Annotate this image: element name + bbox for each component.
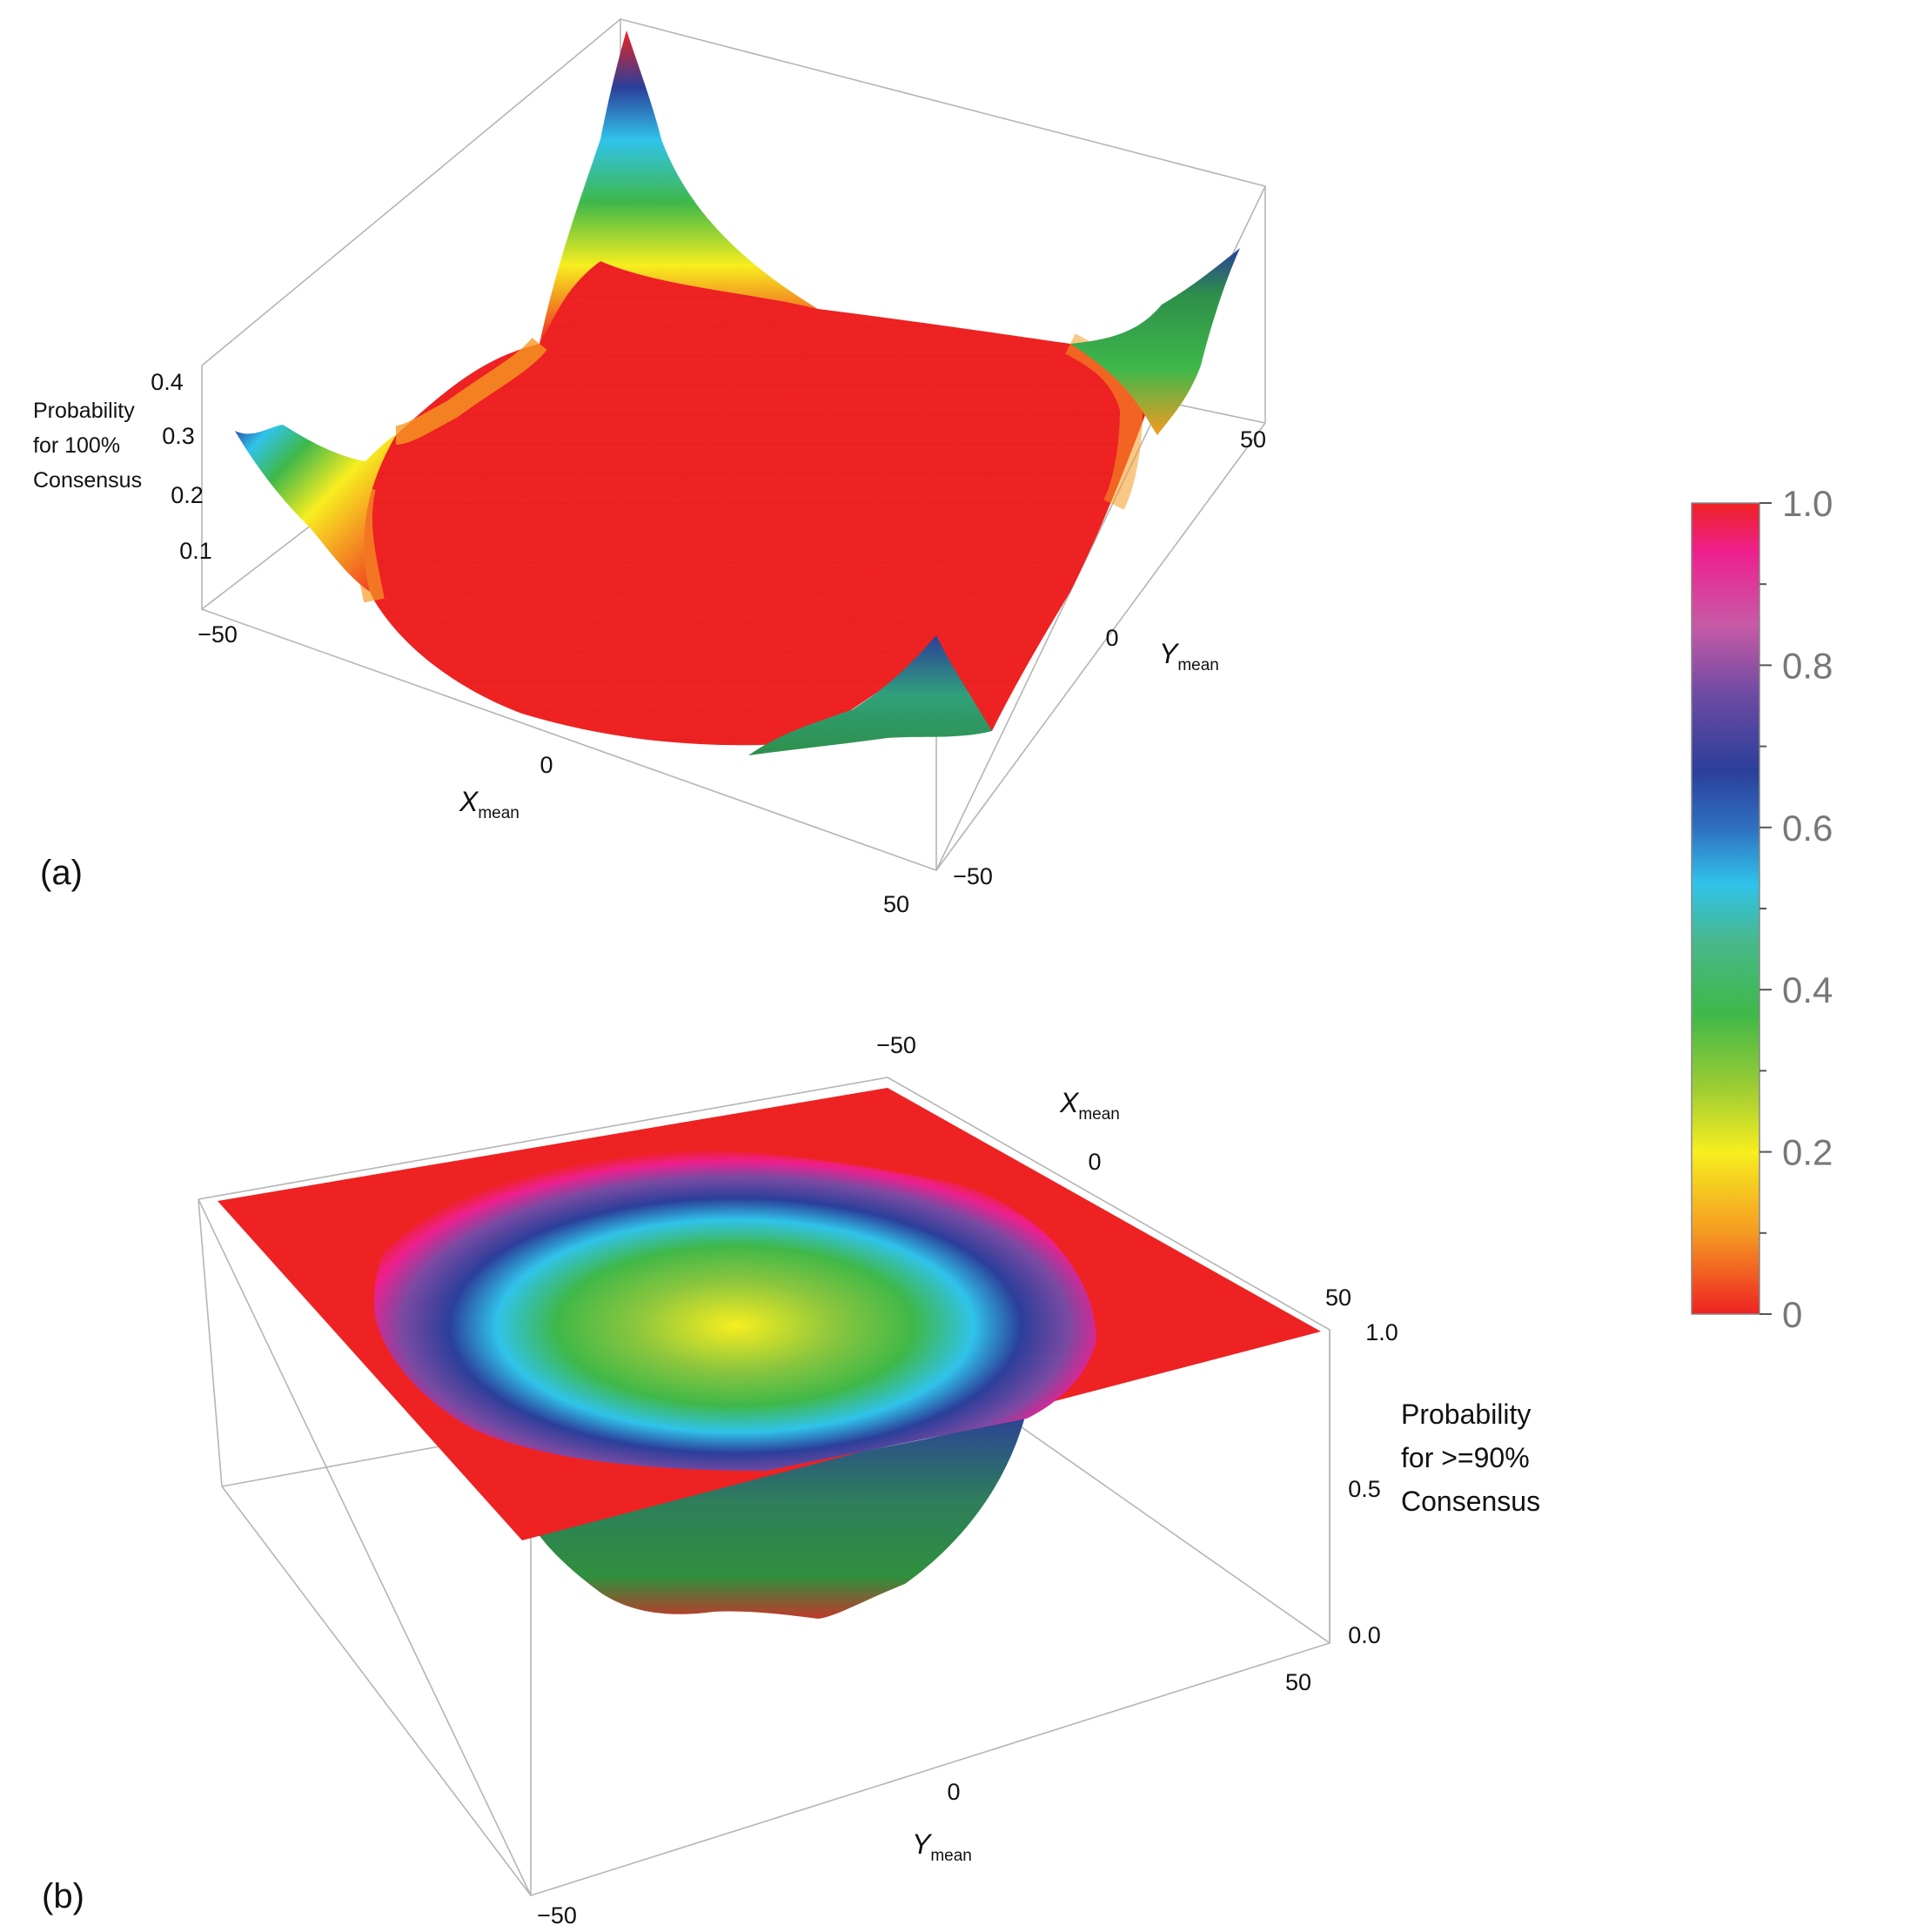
panel-b-z-tick: 0.0: [1348, 1622, 1381, 1648]
panel-b-z-label-line: Probability: [1401, 1399, 1531, 1430]
panel-a-z-label-line: for 100%: [33, 433, 120, 458]
panel-b-z-tick: 0.5: [1348, 1476, 1381, 1502]
panel-a-y-tick: 0: [1105, 625, 1118, 651]
colorbar-gradient: [1691, 502, 1760, 1315]
panel-a-peak-left: [235, 425, 396, 592]
panel-a-x-ticks: −50 0 50: [198, 621, 909, 917]
panel-b-y-ticks: 50 0 −50: [537, 1669, 1311, 1929]
panel-a-peak-back: [540, 30, 818, 344]
colorbar-tick-label: 0.8: [1782, 645, 1833, 686]
panel-b-y-tick: −50: [537, 1902, 577, 1929]
panel-a-y-tick: 50: [1240, 426, 1266, 453]
panel-b-y-tick: 50: [1285, 1669, 1311, 1695]
panel-a-peak-front: [748, 635, 992, 755]
colorbar-ticks: 1.0 0.8 0.6 0.4 0.2 0: [1759, 483, 1833, 1335]
panel-a-y-label: Ymean: [1159, 638, 1219, 674]
colorbar-tick-label: 0.6: [1782, 808, 1833, 849]
panel-b-x-tick: 0: [1088, 1149, 1101, 1175]
panel-b-bowl-interior: [374, 1149, 1096, 1471]
panel-b-y-tick: 0: [947, 1779, 960, 1805]
panel-a-x-tick: 50: [883, 891, 909, 917]
panel-a-peak-right: [1070, 248, 1240, 435]
panel-b-x-label: Xmean: [1059, 1087, 1120, 1124]
panel-a-x-label: Xmean: [459, 786, 519, 822]
panel-a-z-label-line: Consensus: [33, 468, 142, 493]
panel-b-bowl-outside: [531, 1410, 1027, 1619]
colorbar-tick-label: 0.4: [1782, 969, 1833, 1010]
colorbar-tick-label: 1.0: [1782, 483, 1833, 524]
panel-a-z-label: Probability for 100% Consensus: [33, 399, 142, 493]
panel-a-z-ticks: 0.4 0.3 0.2 0.1: [151, 369, 212, 564]
colorbar-tick-label: 0.2: [1782, 1132, 1833, 1173]
panel-a-x-tick: −50: [198, 621, 238, 647]
panel-a-z-tick: 0.3: [162, 423, 195, 449]
colorbar-tick-label: 0: [1782, 1294, 1802, 1335]
panel-a-z-label-line: Probability: [33, 399, 135, 423]
panel-b-x-ticks: −50 0 50: [876, 1032, 1351, 1311]
panel-b-z-label: Probability for >=90% Consensus: [1401, 1399, 1540, 1517]
colorbar: 1.0 0.8 0.6 0.4 0.2 0: [1691, 483, 1833, 1335]
panel-b-x-tick: 50: [1325, 1285, 1351, 1311]
panel-b-label: (b): [42, 1877, 84, 1915]
panel-b-z-ticks: 1.0 0.5 0.0: [1348, 1319, 1398, 1648]
panel-b-y-label: Ymean: [912, 1828, 972, 1865]
panel-a-label: (a): [40, 854, 83, 892]
panel-a-z-tick: 0.2: [171, 482, 204, 508]
panel-a-y-tick: −50: [953, 863, 993, 889]
panel-b-z-tick: 1.0: [1365, 1319, 1398, 1345]
panel-a: 0.4 0.3 0.2 0.1 Probability for 100% Con…: [33, 18, 1267, 917]
panel-b-z-label-line: for >=90%: [1401, 1442, 1530, 1473]
panel-b-x-tick: −50: [876, 1032, 916, 1058]
panel-a-z-tick: 0.1: [179, 538, 212, 564]
panel-a-x-tick: 0: [540, 752, 553, 778]
panel-a-y-ticks: 50 0 −50: [953, 426, 1266, 889]
panel-b: 1.0 0.5 0.0 Probability for >=90% Consen…: [42, 1032, 1540, 1929]
panel-b-z-label-line: Consensus: [1401, 1486, 1540, 1517]
panel-a-z-tick: 0.4: [151, 369, 184, 395]
